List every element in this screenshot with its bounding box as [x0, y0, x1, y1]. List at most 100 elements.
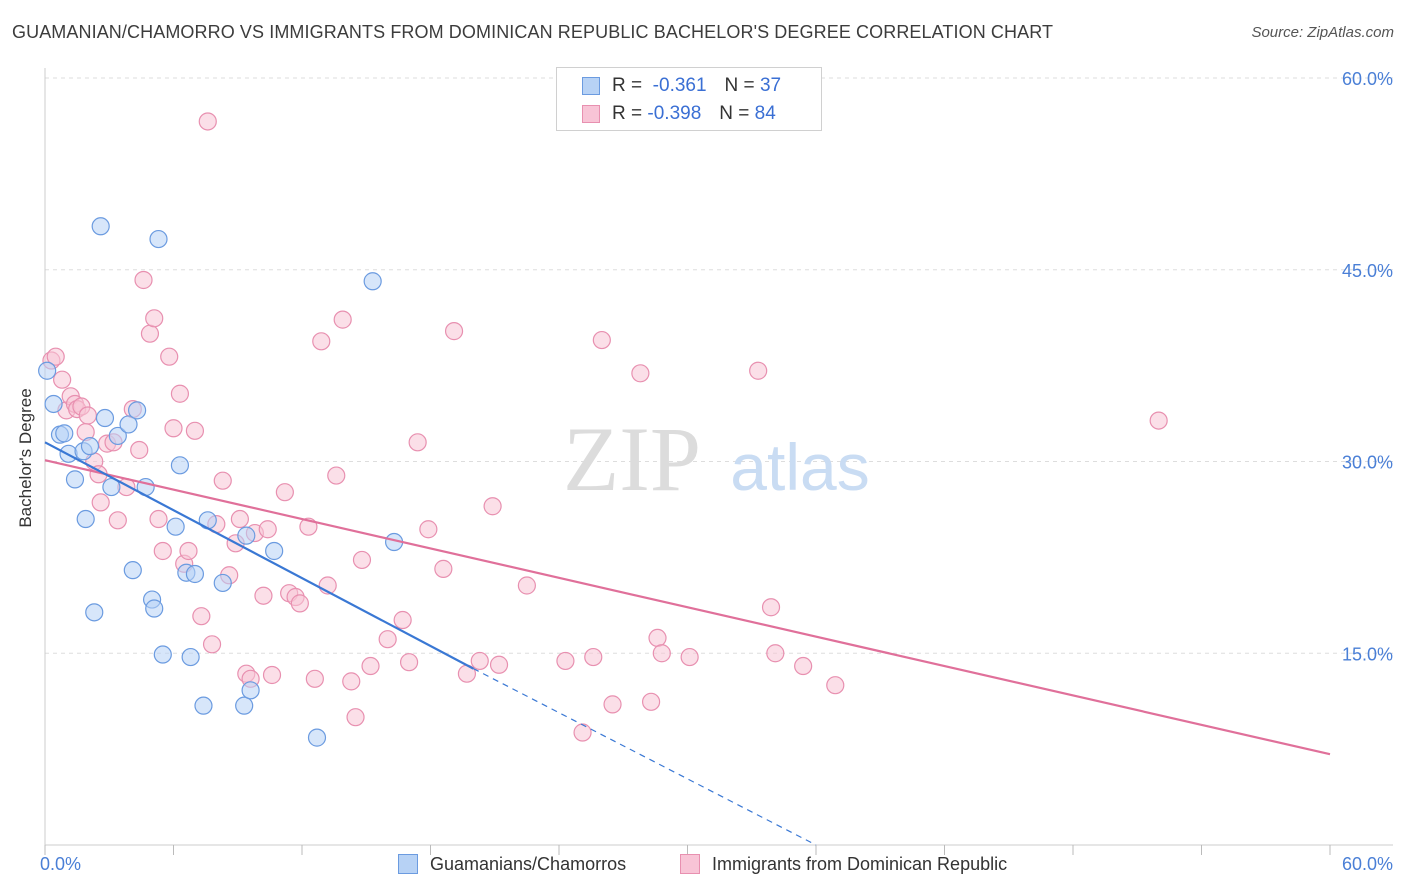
point-dominican — [393, 610, 412, 630]
point-dominican — [1149, 411, 1168, 430]
point-guamanian — [123, 561, 142, 580]
point-dominican — [258, 520, 277, 539]
point-guamanian — [127, 401, 147, 420]
watermark: ZIP atlas — [563, 408, 870, 510]
legend-n-value-series2: 84 — [754, 103, 776, 124]
point-dominican — [179, 541, 198, 561]
point-guamanian — [241, 681, 260, 700]
point-dominican — [230, 509, 249, 529]
point-dominican — [592, 330, 611, 350]
point-guamanian — [170, 456, 190, 475]
point-guamanian — [95, 408, 115, 428]
point-dominican — [641, 692, 661, 711]
legend-swatch-blue — [582, 77, 600, 95]
point-dominican — [584, 647, 603, 667]
point-guamanian — [108, 426, 127, 446]
legend-n-label: N = — [724, 75, 755, 96]
trend-line-dominican — [44, 459, 1331, 756]
watermark-atlas: atlas — [730, 430, 869, 504]
point-dominican — [631, 364, 650, 383]
point-dominican — [160, 347, 179, 366]
point-dominican — [149, 509, 168, 529]
point-dominican — [134, 270, 153, 290]
point-guamanian — [265, 541, 284, 561]
point-dominican — [399, 653, 419, 672]
bottom-legend-label-series2: Immigrants from Dominican Republic — [712, 853, 1008, 874]
point-dominican — [198, 112, 217, 131]
point-guamanian — [145, 599, 164, 618]
bottom-legend-series1: Guamanians/Chamorros — [398, 852, 626, 876]
point-dominican — [254, 586, 273, 605]
point-dominican — [419, 520, 438, 539]
point-dominican — [130, 440, 149, 460]
point-guamanian — [44, 394, 63, 414]
point-guamanian — [55, 424, 74, 443]
point-guamanian — [166, 517, 185, 536]
point-dominican — [108, 511, 127, 530]
point-dominican — [290, 594, 309, 613]
point-dominican — [652, 644, 671, 663]
x-tick-label-min: 0.0% — [40, 854, 81, 874]
point-guamanian — [185, 564, 205, 584]
point-dominican — [761, 598, 781, 617]
y-tick-label: 15.0% — [1342, 644, 1393, 664]
point-dominican — [164, 419, 183, 438]
point-dominican — [749, 361, 768, 380]
point-dominican — [680, 647, 699, 667]
point-dominican — [78, 406, 97, 425]
point-dominican — [53, 370, 72, 389]
point-guamanian — [149, 229, 168, 249]
point-dominican — [352, 550, 372, 570]
point-guamanian — [194, 696, 213, 715]
y-tick-labels: 15.0% 30.0% 45.0% 60.0% — [1342, 69, 1393, 664]
point-dominican — [312, 332, 331, 351]
point-guamanian — [80, 437, 100, 456]
point-dominican — [170, 384, 190, 403]
trend-lines — [44, 441, 1331, 846]
point-dominican — [434, 559, 453, 578]
y-tick-label: 30.0% — [1342, 453, 1393, 473]
chart-title: GUAMANIAN/CHAMORRO VS IMMIGRANTS FROM DO… — [12, 22, 1054, 42]
point-dominican — [556, 651, 575, 671]
bottom-legend-label-series1: Guamanians/Chamorros — [430, 853, 627, 874]
series-blue — [38, 217, 404, 747]
legend-r-label: R = — [612, 75, 643, 96]
point-dominican — [213, 471, 232, 490]
point-dominican — [648, 628, 667, 648]
source-label: Source: ZipAtlas.com — [1251, 24, 1394, 41]
bottom-legend-swatch-pink — [680, 854, 700, 874]
legend-swatch-pink — [582, 105, 600, 123]
bottom-legend-swatch-blue — [398, 854, 418, 874]
point-guamanian — [76, 509, 95, 529]
point-guamanian — [85, 603, 104, 622]
point-dominican — [327, 466, 346, 485]
point-guamanian — [235, 696, 254, 715]
point-guamanian — [65, 470, 85, 489]
point-dominican — [333, 310, 352, 329]
point-dominican — [202, 635, 222, 654]
point-dominican — [603, 695, 622, 714]
legend-r-value-series2: -0.398 — [647, 103, 702, 124]
point-guamanian — [307, 728, 327, 747]
trend-line-guamanian-extension — [473, 668, 817, 846]
point-dominican — [489, 655, 509, 674]
point-dominican — [262, 665, 282, 685]
point-dominican — [766, 644, 785, 663]
legend-row-series1: R = -0.361 N = 37 — [557, 72, 781, 100]
point-guamanian — [363, 272, 382, 291]
point-dominican — [444, 322, 464, 341]
stats-legend: R = -0.361 N = 37 R = -0.398 N = 84 — [556, 67, 822, 131]
point-dominican — [573, 723, 592, 742]
point-dominican — [517, 576, 536, 595]
axes — [44, 68, 1393, 855]
point-guamanian — [237, 526, 256, 545]
point-dominican — [192, 607, 211, 626]
legend-r-value-series1: -0.361 — [652, 75, 707, 96]
trend-line-guamanian — [44, 441, 474, 670]
point-dominican — [826, 676, 845, 695]
x-tick-label-max: 60.0% — [1342, 854, 1393, 874]
point-dominican — [145, 309, 164, 328]
legend-n-label: N = — [719, 103, 750, 124]
gridlines — [45, 77, 1393, 654]
